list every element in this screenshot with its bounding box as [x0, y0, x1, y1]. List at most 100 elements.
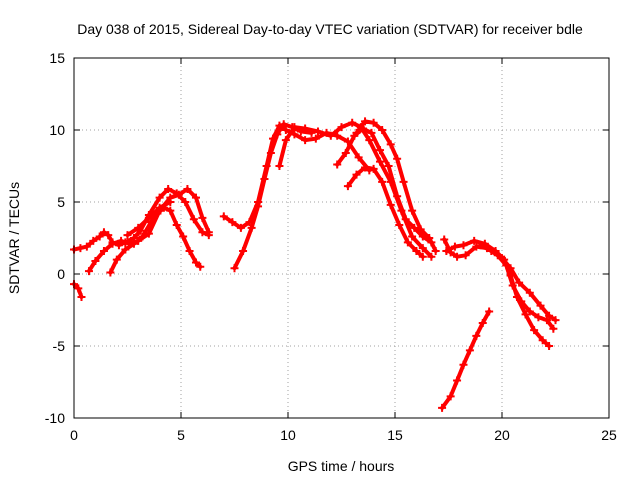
data-point-marker: [74, 284, 83, 293]
data-point-marker: [525, 307, 534, 316]
data-point-marker: [181, 198, 190, 206]
data-point-marker: [230, 264, 239, 273]
data-point-marker: [341, 149, 350, 158]
data-point-marker: [525, 288, 534, 297]
data-point-marker: [438, 403, 447, 412]
y-tick-label: 5: [57, 194, 65, 210]
data-point-marker: [472, 242, 481, 251]
series-arc-10: [343, 163, 427, 261]
axis-ticks: [73, 57, 610, 419]
data-point-marker: [369, 164, 378, 173]
data-point-marker: [376, 157, 385, 166]
series-arc-8: [275, 118, 436, 261]
data-point-marker: [521, 310, 530, 319]
data-point-marker: [367, 128, 376, 137]
data-point-marker: [465, 346, 474, 355]
data-point-marker: [228, 218, 237, 227]
data-point-marker: [266, 149, 275, 158]
data-point-marker: [418, 252, 427, 261]
data-point-marker: [410, 223, 419, 232]
data-point-marker: [166, 198, 175, 206]
data-point-marker: [311, 134, 320, 143]
data-point-marker: [450, 242, 459, 251]
data-point-marker: [459, 241, 468, 250]
data-point-marker: [183, 185, 192, 194]
series-arc-11: [352, 117, 440, 255]
data-point-marker: [129, 239, 138, 248]
data-point-marker: [453, 376, 462, 385]
data-point-marker: [95, 232, 104, 241]
series-arc-14: [476, 241, 560, 325]
data-point-marker: [191, 193, 200, 202]
data-point-marker: [386, 200, 395, 209]
data-point-marker: [401, 215, 410, 224]
data-point-marker: [104, 231, 113, 240]
data-point-marker: [117, 236, 126, 245]
data-point-marker: [352, 170, 361, 179]
data-point-marker: [138, 232, 147, 241]
data-point-marker: [108, 239, 117, 248]
data-point-marker: [172, 221, 181, 230]
data-point-marker: [77, 293, 86, 302]
data-point-marker: [498, 254, 506, 263]
series-line: [345, 165, 425, 259]
data-point-marker: [112, 255, 121, 264]
data-point-marker: [121, 245, 130, 254]
data-point-marker: [219, 212, 228, 221]
data-point-marker: [204, 228, 213, 237]
series-line: [277, 120, 434, 259]
data-point-marker: [542, 316, 551, 325]
data-point-marker: [378, 177, 387, 186]
data-point-marker: [354, 153, 363, 162]
data-point-marker: [275, 162, 284, 170]
x-tick-label: 25: [601, 427, 617, 443]
plot-frame: [73, 57, 610, 419]
x-tick-label: 0: [70, 427, 78, 443]
data-point-marker: [551, 316, 560, 325]
data-point-marker: [431, 246, 440, 255]
data-point-marker: [408, 206, 417, 215]
data-point-marker: [506, 264, 515, 273]
data-point-marker: [254, 202, 263, 211]
data-point-marker: [536, 301, 545, 310]
data-point-marker: [512, 293, 521, 302]
series-line: [440, 309, 492, 410]
data-point-marker: [185, 246, 194, 255]
data-point-marker: [427, 252, 436, 261]
data-point-marker: [472, 331, 481, 340]
data-point-marker: [365, 136, 374, 145]
data-point-marker: [425, 234, 434, 242]
series-arc-4: [106, 203, 205, 277]
data-point-marker: [164, 185, 173, 194]
data-point-marker: [395, 221, 404, 230]
data-point-marker: [147, 218, 156, 227]
data-point-marker: [476, 241, 485, 250]
data-point-marker: [279, 120, 288, 129]
data-point-marker: [487, 246, 496, 255]
y-tick-label: -10: [45, 410, 65, 426]
data-point-marker: [538, 336, 547, 345]
data-point-marker: [386, 140, 395, 149]
data-point-marker: [99, 228, 108, 237]
x-tick-label: 15: [387, 427, 403, 443]
data-point-marker: [418, 244, 427, 253]
data-point-marker: [247, 223, 256, 232]
data-point-marker: [166, 206, 175, 215]
data-point-marker: [408, 232, 417, 241]
data-point-marker: [82, 242, 91, 251]
data-point-marker: [134, 223, 143, 232]
data-point-marker: [239, 246, 248, 255]
y-axis-label: SDTVAR / TECUs: [6, 182, 22, 294]
series-arc-2: [84, 185, 213, 276]
y-tick-label: 0: [57, 266, 65, 282]
data-point-marker: [459, 360, 468, 369]
data-point-marker: [155, 193, 164, 202]
data-point-marker: [189, 215, 198, 224]
data-point-marker: [326, 131, 335, 140]
data-point-marker: [236, 223, 245, 232]
data-point-marker: [530, 326, 539, 335]
x-tick-label: 10: [280, 427, 296, 443]
data-point-marker: [144, 213, 153, 222]
